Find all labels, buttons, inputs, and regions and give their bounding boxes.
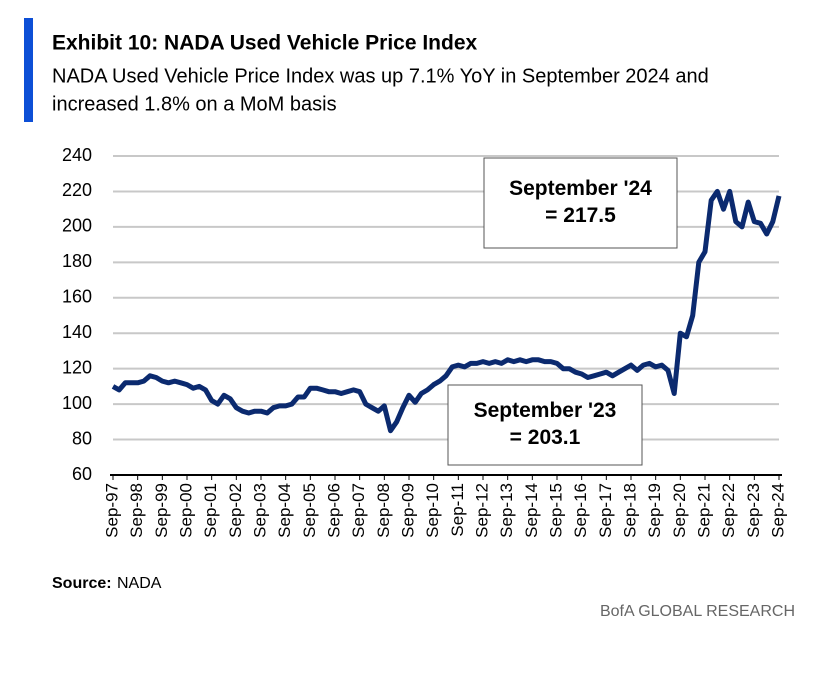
line bbox=[111, 188, 782, 434]
x-tick-label: Sep-09 bbox=[398, 483, 417, 538]
x-tick-label: Sep-18 bbox=[620, 483, 639, 538]
subtitle: NADA Used Vehicle Price Index was up 7.1… bbox=[52, 65, 709, 87]
annotation-box bbox=[483, 157, 678, 249]
x-tick-label: Sep-97 bbox=[102, 483, 121, 538]
y-tick-label: 240 bbox=[62, 145, 92, 165]
x-tick-label: Sep-00 bbox=[176, 483, 195, 538]
x-tick-label: Sep-17 bbox=[596, 483, 615, 538]
annotation: September '24 bbox=[509, 177, 652, 200]
x-tick-label: Sep-07 bbox=[349, 483, 368, 538]
x-tick-label: Sep-98 bbox=[127, 483, 146, 538]
accent-bar bbox=[24, 18, 33, 122]
x-tick-label: Sep-03 bbox=[250, 483, 269, 538]
subtitle: increased 1.8% on a MoM basis bbox=[52, 93, 337, 115]
annotation-box bbox=[447, 384, 643, 466]
y-tick-label: 180 bbox=[62, 251, 92, 271]
x-tick-label: Sep-06 bbox=[324, 483, 343, 538]
x-tick-label: Sep-05 bbox=[300, 483, 319, 538]
brand: BofA GLOBAL RESEARCH bbox=[600, 603, 795, 620]
x-tick-label: Sep-10 bbox=[423, 483, 442, 538]
x-tick-label: Sep-24 bbox=[768, 483, 787, 538]
x-tick-label: Sep-01 bbox=[201, 483, 220, 538]
x-tick-label: Sep-16 bbox=[571, 483, 590, 538]
x-tick-label: Sep-19 bbox=[645, 483, 664, 538]
annotation: = 203.1 bbox=[510, 426, 581, 449]
source-label: Source: bbox=[52, 575, 112, 592]
x-tick-label: Sep-15 bbox=[546, 483, 565, 538]
x-tick-label: Sep-14 bbox=[522, 483, 541, 538]
x-tick-label: Sep-20 bbox=[670, 483, 689, 538]
x-tick-label: Sep-99 bbox=[152, 483, 171, 538]
y-tick-label: 200 bbox=[62, 216, 92, 236]
annotation: September '23 bbox=[474, 399, 617, 422]
chart-title: Exhibit 10: NADA Used Vehicle Price Inde… bbox=[52, 32, 478, 55]
x-tick-label: Sep-12 bbox=[472, 483, 491, 538]
x-tick-label: Sep-04 bbox=[275, 483, 294, 538]
y-tick-label: 120 bbox=[62, 357, 92, 377]
x-tick-label: Sep-21 bbox=[694, 483, 713, 538]
x-tick-label: Sep-11 bbox=[448, 483, 467, 537]
y-tick-label: 140 bbox=[62, 322, 92, 342]
annotation: = 217.5 bbox=[545, 204, 616, 227]
x-tick-label: Sep-23 bbox=[744, 483, 763, 538]
x-tick-label: Sep-22 bbox=[719, 483, 738, 538]
x-tick-label: Sep-13 bbox=[497, 483, 516, 538]
x-tick-label: Sep-02 bbox=[226, 483, 245, 538]
y-tick-label: 160 bbox=[62, 287, 92, 307]
x-tick-label: Sep-08 bbox=[374, 483, 393, 538]
y-tick-label: 80 bbox=[72, 428, 92, 448]
y-tick-label: 60 bbox=[72, 464, 92, 484]
y-tick-label: 100 bbox=[62, 393, 92, 413]
source: NADA bbox=[117, 575, 162, 592]
y-tick-label: 220 bbox=[62, 180, 92, 200]
